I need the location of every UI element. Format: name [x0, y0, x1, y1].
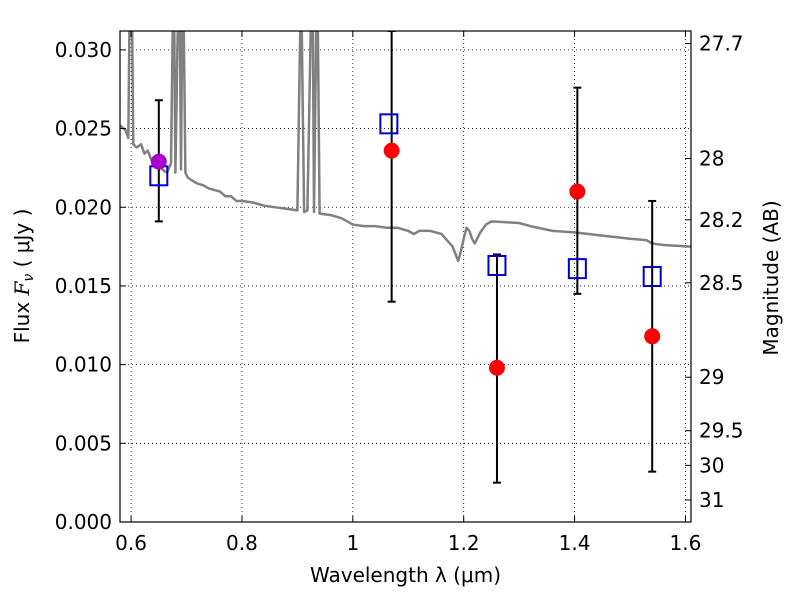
y-tick-label: 0.020: [55, 195, 112, 219]
y2-axis-label: Magnitude (AB): [759, 200, 783, 355]
synthetic-flux-square: [487, 254, 507, 276]
x-tick-label: 1.6: [670, 531, 702, 555]
model-spectrum-line: [120, 31, 691, 263]
synthetic-flux-square: [642, 266, 662, 287]
synthetic-flux-square: [567, 258, 587, 280]
x-axis-label: Wavelength λ (μm): [310, 563, 501, 587]
synthetic-flux-square: [379, 113, 399, 135]
y2-tick-label: 28.2: [699, 208, 744, 232]
y2-tick-label: 30: [699, 453, 724, 477]
marker-layer: [149, 113, 662, 376]
observed-flux-point: [569, 183, 586, 200]
plot-background: [120, 31, 691, 522]
ticks: 0.6 0.8 1 1.2 1.4 1.6 0.000 0.005 0.010 0.015 0.02…: [55, 31, 744, 555]
y2-tick-label: 29: [699, 365, 724, 389]
y2-tick-label: 28.5: [699, 271, 744, 295]
plot-area: [120, 31, 691, 484]
y2-tick-label: 27.7: [699, 32, 744, 56]
y-axis-label-symbol: F: [10, 280, 34, 296]
plot-frame: [119, 30, 692, 523]
x-tick-label: 1.4: [559, 531, 591, 555]
x-tick-label: 1: [346, 531, 359, 555]
y2-tick-label: 31: [699, 488, 724, 512]
y-tick-label: 0.000: [55, 510, 112, 534]
y-axis-label-unit: ( μJy ): [10, 209, 34, 274]
y-tick-label: 0.030: [55, 38, 112, 62]
y-axis-label: Flux Fν ( μJy ): [10, 209, 37, 344]
x-tick-label: 0.6: [115, 531, 147, 555]
model-spectrum-layer: [120, 31, 691, 263]
y2-tick-label: 29.5: [699, 419, 744, 443]
y-tick-label: 0.025: [55, 117, 112, 141]
y-axis-label-prefix: Flux: [10, 295, 34, 343]
y-axis-label-subscript: ν: [21, 274, 37, 282]
y2-tick-label: 28: [699, 146, 724, 170]
observed-flux-point: [488, 359, 505, 376]
x-tick-label: 0.8: [226, 531, 258, 555]
y-tick-label: 0.015: [55, 274, 112, 298]
x-tick-label: 1.2: [448, 531, 480, 555]
observed-flux-point: [644, 328, 661, 345]
y-tick-label: 0.010: [55, 353, 112, 377]
observed-flux-point: [383, 142, 400, 159]
observed-flux-point: [150, 153, 167, 170]
y-tick-label: 0.005: [55, 431, 112, 455]
